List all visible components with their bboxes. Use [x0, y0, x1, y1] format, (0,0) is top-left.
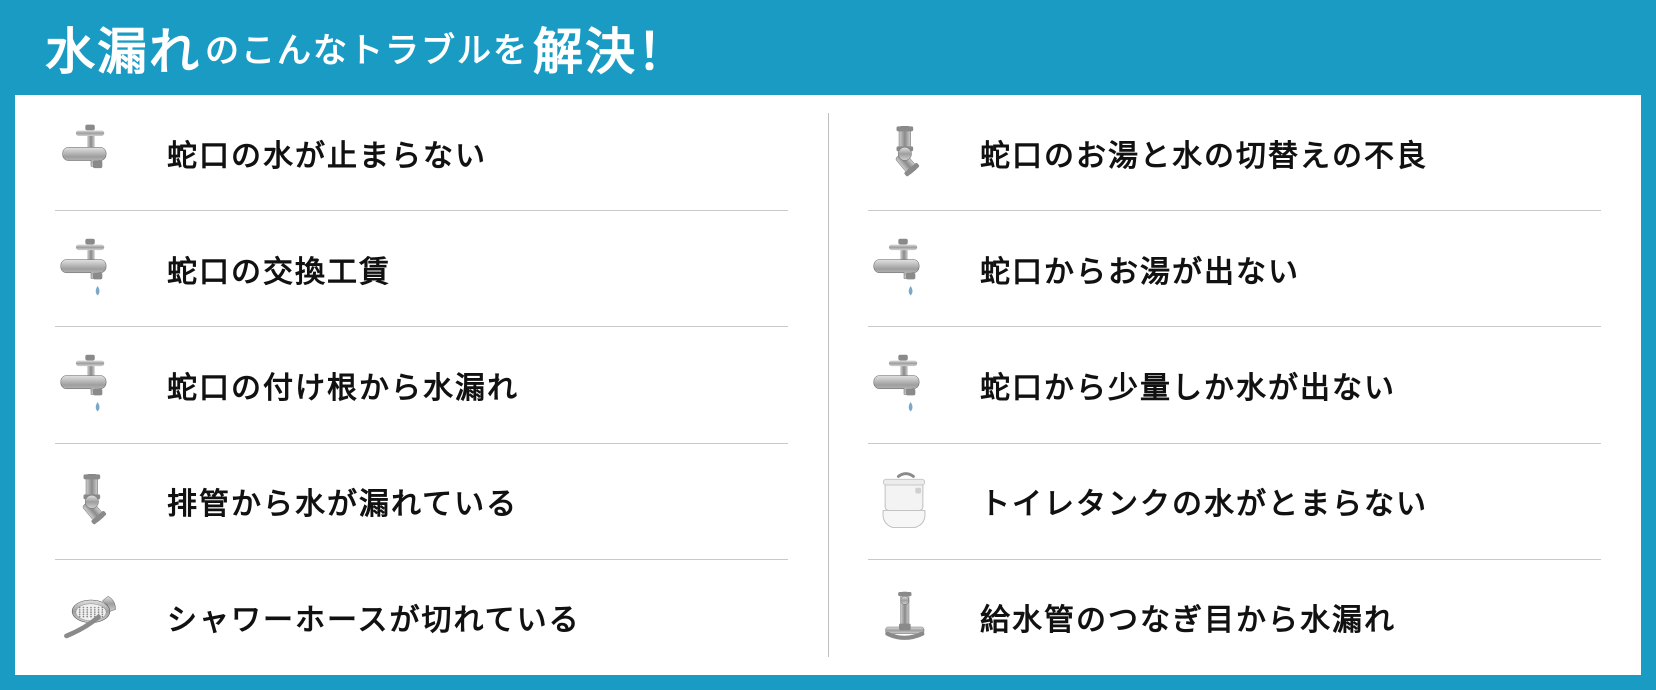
list-item: 蛇口の交換工賃: [55, 211, 788, 327]
faucet-drip-icon: [868, 349, 940, 421]
item-label: シャワーホースが切れている: [167, 595, 581, 639]
list-item: 蛇口のお湯と水の切替えの不良: [868, 95, 1601, 211]
item-label: 給水管のつなぎ目から水漏れ: [980, 595, 1396, 639]
faucet-icon: [55, 117, 127, 189]
list-item: 給水管のつなぎ目から水漏れ: [868, 560, 1601, 675]
panel-body: 蛇口の水が止まらない 蛇口の交換工賃 蛇口の付け根から水漏れ: [15, 95, 1641, 675]
list-item: 蛇口からお湯が出ない: [868, 211, 1601, 327]
column-divider: [828, 113, 829, 657]
list-item: シャワーホースが切れている: [55, 560, 788, 675]
item-label: 蛇口からお湯が出ない: [980, 247, 1300, 291]
faucet-drip-icon: [868, 233, 940, 305]
toilet-tank-icon: [868, 465, 940, 537]
pipe-joint-icon: [868, 117, 940, 189]
column-right: 蛇口のお湯と水の切替えの不良 蛇口からお湯が出ない 蛇口から少量しか水が出ない: [828, 95, 1641, 675]
faucet-drip-icon: [55, 349, 127, 421]
list-item: 蛇口の付け根から水漏れ: [55, 327, 788, 443]
item-label: 蛇口の付け根から水漏れ: [167, 363, 519, 407]
pipe-joint-icon: [55, 465, 127, 537]
shower-head-icon: [55, 581, 127, 653]
item-label: 蛇口のお湯と水の切替えの不良: [980, 131, 1428, 175]
item-label: 蛇口の交換工賃: [167, 247, 391, 291]
list-item: トイレタンクの水がとまらない: [868, 444, 1601, 560]
item-label: 蛇口から少量しか水が出ない: [980, 363, 1396, 407]
item-label: 排管から水が漏れている: [167, 479, 518, 523]
header-part1: 水漏れ: [45, 12, 201, 84]
item-label: 蛇口の水が止まらない: [167, 131, 487, 175]
column-left: 蛇口の水が止まらない 蛇口の交換工賃 蛇口の付け根から水漏れ: [15, 95, 828, 675]
item-label: トイレタンクの水がとまらない: [980, 479, 1428, 523]
list-item: 蛇口から少量しか水が出ない: [868, 327, 1601, 443]
faucet-drip-icon: [55, 233, 127, 305]
supply-pipe-icon: [868, 581, 940, 653]
header-part2: のこんなトラブルを: [201, 23, 533, 72]
list-item: 排管から水が漏れている: [55, 444, 788, 560]
header-part3: 解決！: [533, 12, 689, 84]
trouble-panel: 水漏れ のこんなトラブルを 解決！ 蛇口の水が止まらない 蛇口の交換工賃: [0, 0, 1656, 690]
list-item: 蛇口の水が止まらない: [55, 95, 788, 211]
panel-header: 水漏れ のこんなトラブルを 解決！: [15, 0, 1641, 95]
